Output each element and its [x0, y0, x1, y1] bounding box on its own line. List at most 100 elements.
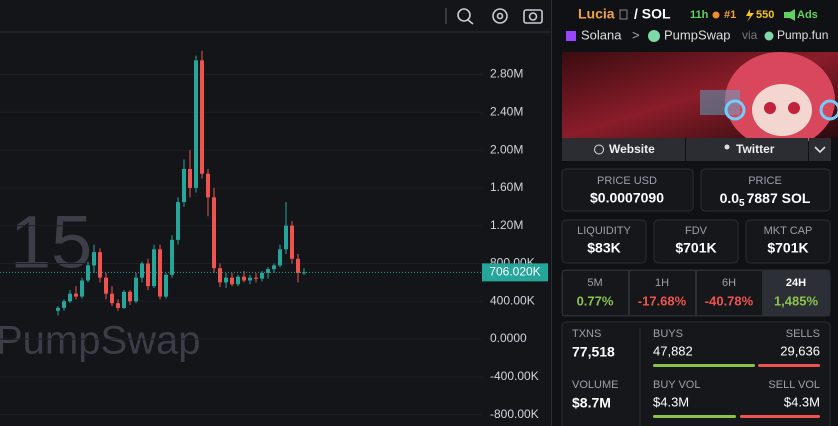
website-button[interactable]	[562, 138, 685, 161]
candle-body	[122, 291, 126, 308]
candle-body	[296, 258, 300, 273]
via: via	[742, 28, 758, 42]
candle-body	[218, 268, 222, 283]
candle-body	[254, 277, 258, 279]
candle-body	[98, 252, 102, 278]
candle-body	[176, 202, 180, 240]
change-label: 5M	[587, 277, 602, 289]
candle-body	[128, 291, 132, 302]
copy-icon[interactable]	[619, 9, 628, 20]
price-usd-value: $0.0007090	[590, 190, 664, 206]
screenshot-button[interactable]	[523, 9, 543, 24]
pair-quote: / SOL	[634, 6, 671, 22]
candle-body	[62, 301, 66, 308]
y-tick-label: 2.00M	[490, 142, 523, 156]
links: Website Twitter	[562, 138, 831, 161]
sell-vol-bar	[740, 415, 820, 418]
stat-card	[561, 219, 647, 264]
watermark-source: PumpSwap	[0, 319, 201, 363]
change-value: 1,485%	[774, 293, 819, 308]
stat-card	[653, 219, 739, 264]
change-tab[interactable]	[696, 270, 763, 316]
last-price-box	[482, 263, 548, 282]
ads-icon	[784, 9, 795, 21]
candles: 2.80M2.40M2.00M1.60M1.20M800.00K400.00K0…	[0, 50, 548, 421]
bolt-icon	[746, 9, 754, 22]
candle-body	[260, 272, 264, 279]
price-rest: 7887 SOL	[747, 190, 811, 206]
candle-body	[212, 197, 216, 269]
stat-value: $701K	[675, 240, 716, 256]
candle-body	[200, 60, 204, 174]
y-tick-label: 400.00K	[490, 293, 535, 307]
more-button[interactable]	[809, 138, 831, 161]
change-label: 1H	[655, 277, 669, 289]
chain[interactable]: Solana	[581, 27, 622, 42]
candle-body	[140, 263, 144, 278]
candle-body	[182, 169, 186, 203]
y-tick-label: -800.00K	[490, 407, 539, 421]
candle-body	[284, 225, 288, 250]
stat-label: LIQUIDITY	[577, 225, 631, 237]
watermark-interval: 15	[10, 201, 92, 284]
launchpad[interactable]: Pump.fun	[777, 28, 828, 42]
toolbar-icons	[445, 8, 543, 25]
change-label: 24H	[786, 277, 806, 289]
website-label: Website	[609, 142, 655, 156]
price-prefix: 0.0	[720, 190, 740, 206]
stat-value: $701K	[767, 240, 808, 256]
price-usd-card	[561, 168, 694, 212]
candle-body	[104, 277, 108, 294]
stat-value: $83K	[587, 240, 620, 256]
candle-body	[242, 276, 246, 281]
y-tick-label: 1.60M	[490, 180, 523, 194]
candle-body	[266, 269, 270, 273]
rank: #1	[724, 9, 736, 21]
candle-body	[188, 169, 192, 188]
token-name: Lucia	[578, 6, 615, 22]
boosts: 550	[756, 9, 774, 21]
candle-body	[92, 252, 96, 266]
change-tab[interactable]	[629, 270, 696, 316]
user-icon	[724, 144, 730, 150]
stat-cards: LIQUIDITY $83K FDV $701K MKT CAP $701K	[561, 219, 831, 264]
candle-body	[224, 277, 228, 283]
ads[interactable]: Ads	[797, 9, 818, 21]
change-tab[interactable]	[763, 270, 830, 316]
candle-body	[230, 277, 234, 285]
dex-icon	[648, 30, 660, 42]
stat-label: MKT CAP	[764, 225, 813, 237]
indicator-button[interactable]	[457, 8, 474, 25]
stat-card	[745, 219, 831, 264]
route-sep: >	[632, 27, 640, 42]
buys-value: 47,882	[653, 343, 693, 358]
candle-body	[86, 265, 90, 281]
price-subscript: 5	[739, 198, 745, 209]
price-native-value: 0.05 7887 SOL	[720, 190, 811, 209]
stat-label: FDV	[685, 225, 708, 237]
change-tab[interactable]	[562, 270, 629, 316]
sells-bar	[758, 364, 820, 367]
price-native-label: PRICE	[748, 175, 782, 187]
y-tick-label: 2.80M	[490, 67, 523, 81]
txns-label: TXNS	[572, 328, 601, 340]
pair-age: 11h	[690, 9, 709, 21]
sells-label: SELLS	[786, 328, 820, 340]
candle-body	[80, 280, 84, 297]
change-value: -17.68%	[638, 293, 687, 308]
candle-body	[134, 277, 138, 302]
change-label: 6H	[722, 277, 736, 289]
dex[interactable]: PumpSwap	[664, 27, 730, 42]
buy-vol-bar	[653, 415, 736, 418]
candle-body	[278, 249, 282, 266]
candle-body	[206, 173, 210, 198]
twitter-button[interactable]	[686, 138, 808, 161]
twitter-label: Twitter	[736, 142, 775, 156]
candle-body	[236, 276, 240, 285]
pump-icon	[764, 31, 774, 41]
candle-body	[74, 293, 78, 297]
settings-button[interactable]	[492, 8, 508, 24]
flame-icon	[712, 11, 720, 19]
candle-body	[272, 265, 276, 270]
